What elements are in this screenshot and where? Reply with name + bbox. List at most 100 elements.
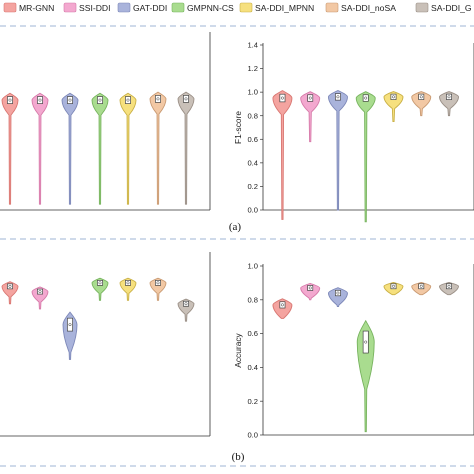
violin: [411, 282, 432, 296]
y-tick-label: 0.4: [247, 363, 258, 372]
y-tick-label: 1.0: [247, 88, 258, 97]
violin-median: [419, 284, 423, 288]
violin-body: [177, 298, 195, 322]
y-tick-label: 0.4: [247, 158, 258, 167]
panel-a-left-chart: [0, 32, 211, 211]
violin-body: [119, 92, 137, 205]
legend-swatch: [63, 2, 77, 13]
violin: [1, 281, 19, 305]
y-tick-label: 0.0: [247, 206, 258, 215]
violin-median: [280, 96, 284, 100]
violin-median: [336, 291, 340, 295]
violin: [328, 89, 348, 211]
violin-body: [300, 91, 321, 143]
legend-label: MR-GNN: [19, 3, 54, 13]
y-tick-label: 0.2: [247, 397, 258, 406]
violin-median: [392, 284, 395, 288]
violin: [383, 282, 404, 296]
violin-median: [98, 98, 102, 102]
violin-body: [62, 311, 78, 360]
violin-median: [447, 284, 451, 288]
violin: [177, 91, 195, 205]
violin: [149, 277, 167, 301]
violin: [355, 91, 376, 223]
violin-body: [119, 277, 137, 301]
violin-body: [149, 91, 167, 205]
legend-swatch: [117, 2, 131, 13]
legend-item: GMPNN-CS: [171, 2, 234, 13]
y-tick-label: 1.4: [247, 41, 258, 50]
violin-median: [98, 281, 102, 285]
violin: [149, 91, 167, 205]
y-tick-label: 0.8: [247, 295, 258, 304]
violin: [300, 282, 321, 301]
legend: MR-GNN SSI-DDI GAT-DDI GMPNN-CS SA-DDI_MPNN S…: [3, 2, 472, 13]
violin-median: [308, 96, 312, 100]
legend-label: SA-DDI_MPNN: [255, 3, 314, 13]
violin: [91, 277, 109, 301]
violin-body: [31, 92, 49, 205]
violin-median: [419, 95, 423, 99]
y-axis-label: F1-score: [233, 111, 243, 144]
violin-body: [1, 281, 19, 305]
legend-item: SA-DDI_G: [415, 2, 472, 13]
violin-median: [68, 98, 72, 102]
violin-body: [439, 91, 459, 117]
legend-swatch: [239, 2, 253, 13]
panel-b-right-chart: 0.0 0.2 0.4 0.6 0.8 1.0 Accuracy: [233, 262, 474, 440]
violin-median: [184, 97, 188, 101]
violin: [439, 282, 459, 296]
violin: [91, 92, 109, 205]
y-tick-label: 0.6: [247, 329, 258, 338]
violin-body: [1, 92, 19, 205]
violin-median: [38, 98, 42, 102]
violin: [119, 92, 137, 205]
violin-median: [184, 302, 188, 306]
panel-label-a: (a): [229, 221, 242, 233]
violin-median: [126, 98, 130, 102]
legend-item: GAT-DDI: [117, 2, 167, 13]
violin-median: [126, 281, 130, 285]
violin-body: [272, 90, 293, 220]
legend-item: SA-DDI_MPNN: [239, 2, 314, 13]
legend-label: SSI-DDI: [79, 3, 111, 13]
violin-body: [383, 91, 404, 123]
y-tick-label: 0.2: [247, 182, 258, 191]
violin-body: [91, 92, 109, 205]
violin: [31, 286, 49, 310]
violin: [31, 92, 49, 205]
violin-body: [356, 319, 375, 433]
violin-median: [447, 95, 451, 99]
legend-swatch: [3, 2, 17, 13]
legend-item: SSI-DDI: [63, 2, 111, 13]
violin-median: [308, 286, 312, 290]
violin-median: [392, 95, 395, 99]
legend-swatch: [415, 2, 429, 13]
violin-body: [91, 277, 109, 301]
legend-label: GAT-DDI: [133, 3, 167, 13]
violin-body: [177, 91, 195, 205]
violin-body: [328, 89, 348, 211]
violin: [328, 287, 348, 308]
violin: [411, 91, 432, 117]
y-tick-label: 1.2: [247, 64, 258, 73]
panel-a-right-chart: 0.0 0.2 0.4 0.6 0.8 1.0 1.2 1.4 F1-score: [233, 41, 474, 223]
violin-body: [300, 282, 321, 301]
legend-swatch: [171, 2, 185, 13]
violin: [272, 298, 293, 319]
violin-median: [364, 340, 368, 344]
violin: [62, 311, 78, 360]
violin-median: [8, 284, 12, 288]
violin-body: [328, 287, 348, 308]
violin: [356, 319, 375, 433]
legend-swatch: [325, 2, 339, 13]
violin: [300, 91, 321, 143]
violin-median: [8, 98, 12, 102]
panel-b-left-chart: [0, 252, 211, 437]
violin: [177, 298, 195, 322]
violin: [119, 277, 137, 301]
y-tick-label: 0.8: [247, 111, 258, 120]
panel-label-b: (b): [232, 451, 245, 463]
legend-item: SA-DDI_noSA: [325, 2, 396, 13]
